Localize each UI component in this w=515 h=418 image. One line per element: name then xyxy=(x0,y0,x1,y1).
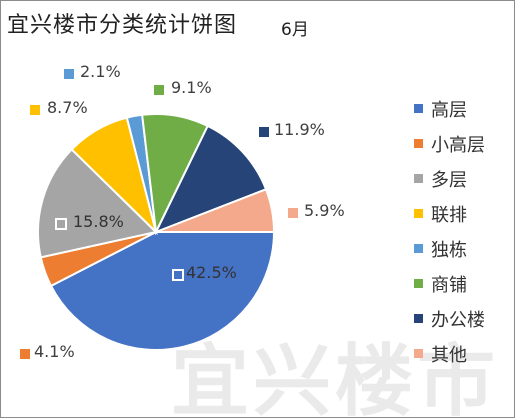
legend: 高层 小高层 多层 联排 独栋 商铺 办公楼 其他 xyxy=(414,91,485,371)
legend-label: 办公楼 xyxy=(431,309,485,331)
data-label: 11.9% xyxy=(274,120,325,139)
legend-item: 小高层 xyxy=(414,126,485,161)
legend-swatch xyxy=(414,174,423,183)
legend-label: 独栋 xyxy=(431,239,467,261)
data-label: 15.8% xyxy=(73,212,124,231)
legend-label: 多层 xyxy=(431,169,467,191)
legend-item: 其他 xyxy=(414,336,485,371)
legend-swatch xyxy=(414,209,423,218)
legend-swatch xyxy=(414,349,423,358)
data-label-marker xyxy=(64,69,74,79)
pie-slice xyxy=(155,187,276,233)
chart-title: 宜兴楼市分类统计饼图 xyxy=(7,13,238,38)
data-label-marker xyxy=(20,349,30,359)
pie-slice xyxy=(153,124,268,234)
data-label-marker xyxy=(288,208,298,218)
legend-swatch xyxy=(414,244,423,253)
data-label: 9.1% xyxy=(171,78,212,97)
legend-swatch xyxy=(414,279,423,288)
data-label-marker xyxy=(172,269,184,281)
legend-item: 商铺 xyxy=(414,266,485,301)
data-label-marker xyxy=(55,218,67,230)
data-label: 8.7% xyxy=(47,98,88,117)
watermark: 宜兴楼市 xyxy=(171,337,500,418)
legend-label: 小高层 xyxy=(431,134,485,156)
chart-subtitle: 6月 xyxy=(281,20,309,40)
legend-item: 独栋 xyxy=(414,231,485,266)
legend-label: 联排 xyxy=(431,204,467,226)
data-label: 4.1% xyxy=(34,342,75,361)
pie-slice xyxy=(49,231,276,351)
legend-item: 办公楼 xyxy=(414,301,485,336)
pie-slice xyxy=(37,148,159,259)
legend-item: 多层 xyxy=(414,161,485,196)
data-label-marker xyxy=(30,105,40,115)
legend-label: 其他 xyxy=(431,344,467,366)
data-label: 5.9% xyxy=(304,201,345,220)
legend-label: 高层 xyxy=(431,99,467,121)
legend-item: 联排 xyxy=(414,196,485,231)
legend-item: 高层 xyxy=(414,91,485,126)
data-label-marker xyxy=(154,85,164,95)
data-label: 2.1% xyxy=(80,62,121,81)
legend-swatch xyxy=(414,139,423,148)
data-label-marker xyxy=(259,127,269,137)
data-label: 42.5% xyxy=(186,263,237,282)
legend-swatch xyxy=(414,104,423,113)
legend-swatch xyxy=(414,314,423,323)
legend-label: 商铺 xyxy=(431,274,467,296)
